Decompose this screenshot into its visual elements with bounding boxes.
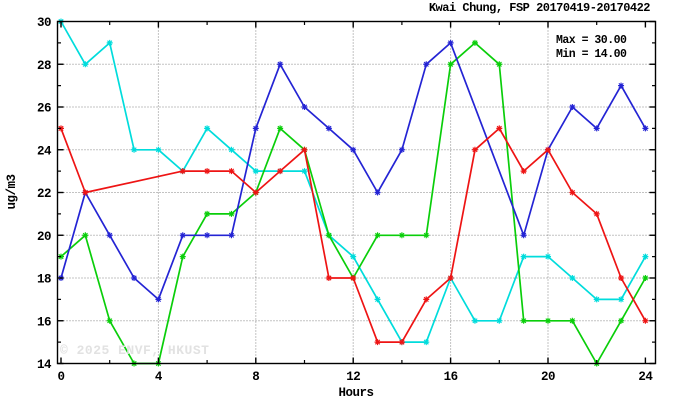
y-tick-label: 22 xyxy=(37,187,51,201)
x-tick-label: 8 xyxy=(252,370,259,384)
x-tick-label: 20 xyxy=(541,370,555,384)
y-tick-label: 14 xyxy=(37,358,52,372)
y-tick-label: 20 xyxy=(37,230,51,244)
max-annotation: Max = 30.00 xyxy=(556,34,627,47)
x-tick-label: 0 xyxy=(57,370,64,384)
green-series xyxy=(58,39,649,367)
plot-border xyxy=(56,20,657,365)
y-tick-label: 26 xyxy=(37,102,51,116)
min-annotation: Min = 14.00 xyxy=(556,48,627,61)
x-tick-label: 4 xyxy=(155,370,163,384)
axes-and-ticks: 0 4 8 12 16 20 24 14 16 18 20 22 24 26 28 30 xyxy=(37,16,657,384)
x-tick-label: 16 xyxy=(444,370,458,384)
x-tick-label: 24 xyxy=(638,370,653,384)
y-tick-label: 28 xyxy=(37,59,51,73)
red-series-line xyxy=(60,127,647,343)
y-tick-label: 18 xyxy=(37,273,51,287)
gridlines xyxy=(57,21,656,364)
blue-series-line xyxy=(60,42,647,301)
watermark: © 2025 ENVF, HKUST xyxy=(60,343,209,358)
chart-title: Kwai Chung, FSP 20170419-20170422 xyxy=(429,1,650,15)
green-series-markers xyxy=(58,39,649,367)
x-tick-label: 12 xyxy=(346,370,360,384)
y-tick-label: 24 xyxy=(37,144,52,158)
y-tick-label: 16 xyxy=(37,315,51,329)
y-tick-label: 30 xyxy=(37,16,51,30)
y-axis-label: ug/m3 xyxy=(5,174,19,209)
x-axis-label: Hours xyxy=(338,386,373,400)
